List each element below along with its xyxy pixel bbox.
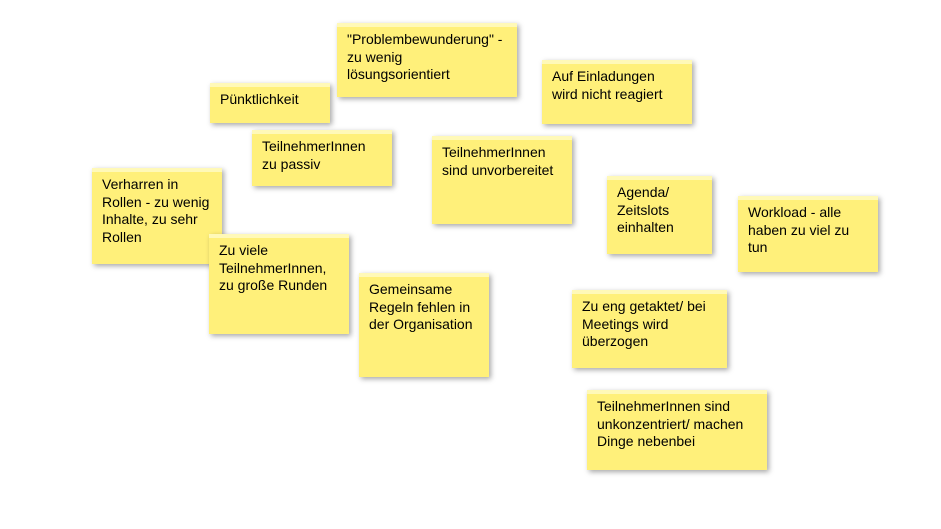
- note-text: TeilnehmerInnen sind unkonzentriert/ mac…: [597, 398, 743, 449]
- note-workload[interactable]: Workload - alle haben zu viel zu tun: [738, 196, 878, 272]
- note-problembewunderung[interactable]: "Problembewunderung" - zu wenig lösungso…: [337, 23, 517, 97]
- note-text: Agenda/ Zeitslots einhalten: [617, 184, 674, 235]
- note-unkonzentriert[interactable]: TeilnehmerInnen sind unkonzentriert/ mac…: [587, 390, 767, 470]
- note-zu-viele[interactable]: Zu viele TeilnehmerInnen, zu große Runde…: [209, 234, 349, 334]
- note-agenda[interactable]: Agenda/ Zeitslots einhalten: [607, 176, 712, 254]
- note-puenktlichkeit[interactable]: Pünktlichkeit: [210, 83, 330, 123]
- note-text: Verharren in Rollen - zu wenig Inhalte, …: [102, 176, 209, 245]
- note-text: Zu viele TeilnehmerInnen, zu große Runde…: [219, 242, 327, 293]
- note-text: Pünktlichkeit: [220, 91, 299, 107]
- note-unvorbereitet[interactable]: TeilnehmerInnen sind unvorbereitet: [432, 136, 572, 224]
- note-text: Gemeinsame Regeln fehlen in der Organisa…: [369, 281, 473, 332]
- note-regeln[interactable]: Gemeinsame Regeln fehlen in der Organisa…: [359, 273, 489, 377]
- note-text: Workload - alle haben zu viel zu tun: [748, 204, 849, 255]
- note-text: TeilnehmerInnen sind unvorbereitet: [442, 144, 553, 178]
- note-einladungen[interactable]: Auf Einladungen wird nicht reagiert: [542, 60, 692, 124]
- note-getaktet[interactable]: Zu eng getaktet/ bei Meetings wird überz…: [572, 290, 727, 368]
- note-text: "Problembewunderung" - zu wenig lösungso…: [347, 31, 502, 82]
- note-text: Zu eng getaktet/ bei Meetings wird überz…: [582, 298, 706, 349]
- note-text: Auf Einladungen wird nicht reagiert: [552, 68, 663, 102]
- note-passiv[interactable]: TeilnehmerInnen zu passiv: [252, 130, 392, 186]
- note-text: TeilnehmerInnen zu passiv: [262, 138, 366, 172]
- note-verharren[interactable]: Verharren in Rollen - zu wenig Inhalte, …: [92, 168, 222, 264]
- sticky-note-canvas: "Problembewunderung" - zu wenig lösungso…: [0, 0, 941, 529]
